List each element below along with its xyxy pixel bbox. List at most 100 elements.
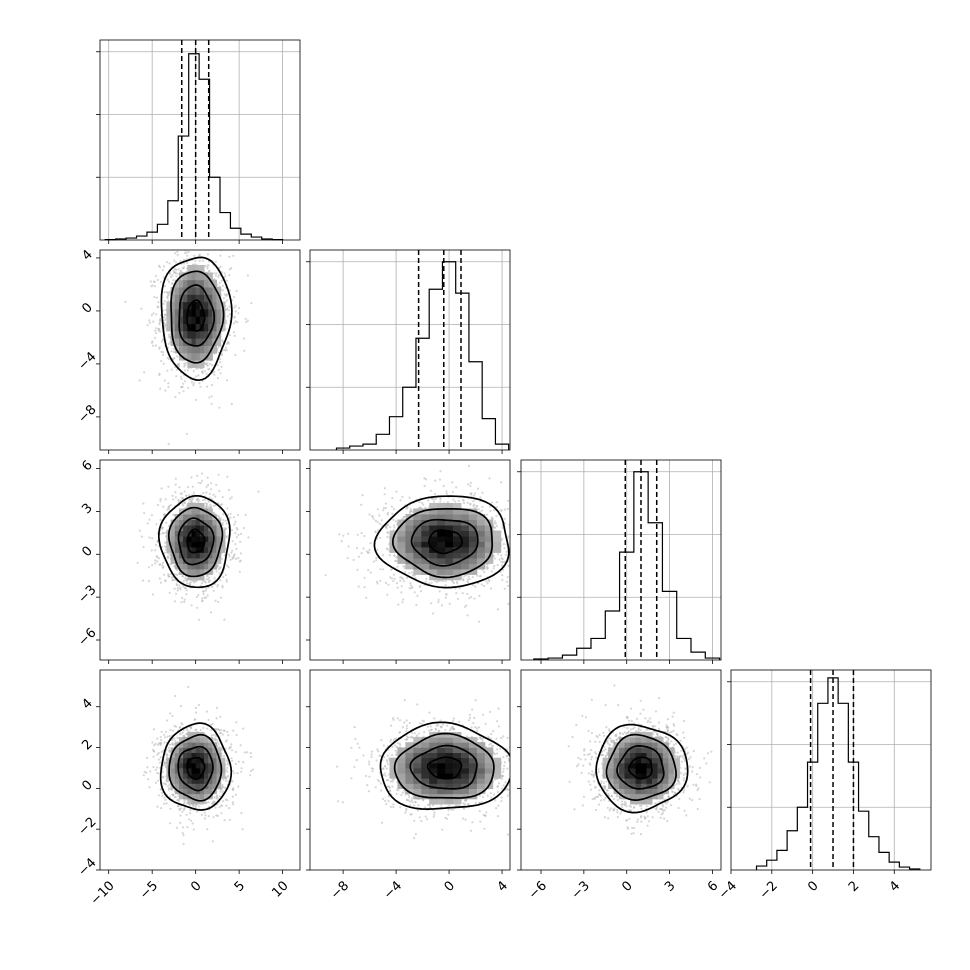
scatter-point <box>204 498 207 501</box>
scatter-point <box>136 561 139 564</box>
scatter-point <box>185 593 188 596</box>
scatter-point <box>245 320 248 324</box>
scatter-point <box>257 490 260 493</box>
scatter-point <box>469 481 472 484</box>
hist2d-cell <box>204 316 209 324</box>
scatter-point <box>226 536 229 539</box>
scatter-point <box>188 582 191 585</box>
hist2d-cell <box>195 508 201 515</box>
hist2d-cell <box>174 541 180 548</box>
hist2d-cell <box>195 272 201 281</box>
scatter-point <box>515 506 517 508</box>
hist2d-cell <box>199 352 205 361</box>
scatter-point <box>212 493 215 496</box>
scatter-point <box>422 503 425 506</box>
scatter-point <box>194 398 197 401</box>
scatter-point <box>163 285 166 288</box>
scatter-point <box>347 532 350 536</box>
hist2d-cell <box>195 503 201 509</box>
scatter-point <box>196 474 199 477</box>
scatter-point <box>219 254 222 257</box>
hist2d-cell <box>212 557 217 564</box>
scatter-point <box>365 550 368 553</box>
scatter-point <box>227 566 230 569</box>
scatter-point <box>489 587 493 590</box>
scatter-point <box>356 533 359 536</box>
scatter-point <box>457 499 460 502</box>
hist2d-cell <box>204 519 209 526</box>
scatter-point <box>217 274 220 277</box>
scatter-point <box>184 587 187 590</box>
scatter-point <box>181 267 184 270</box>
density-0-1-hist2d <box>166 265 226 368</box>
scatter-point <box>168 262 171 265</box>
scatter-point <box>176 272 179 275</box>
scatter-point <box>230 496 233 499</box>
scatter-point <box>472 584 475 587</box>
scatter-point <box>151 537 154 540</box>
hist2d-cell <box>183 535 188 542</box>
hist2d-cell <box>191 519 197 526</box>
scatter-point <box>163 316 166 319</box>
hist2d-cell <box>212 535 217 542</box>
hist2d-cell <box>191 352 197 361</box>
scatter-point <box>506 576 509 579</box>
hist2d-cell <box>191 345 197 354</box>
scatter-point <box>216 585 219 588</box>
scatter-point <box>142 502 145 505</box>
scatter-point <box>217 514 220 518</box>
scatter-point <box>182 390 185 393</box>
density-panel-1-2 <box>309 459 528 661</box>
hist2d-cell <box>170 301 176 310</box>
hist2d-cell <box>195 535 201 542</box>
scatter-point <box>445 492 448 495</box>
scatter-point <box>185 432 188 435</box>
scatter-point <box>482 584 486 588</box>
hist2d-cell <box>183 508 188 515</box>
scatter-point <box>222 297 225 300</box>
scatter-point <box>217 345 220 348</box>
scatter-point <box>240 532 243 536</box>
scatter-point <box>526 535 528 537</box>
hist2d-cell <box>208 552 213 559</box>
scatter-point <box>208 396 211 399</box>
scatter-point <box>222 349 225 352</box>
scatter-point <box>514 557 516 559</box>
hist2d-cell <box>191 330 197 339</box>
hist2d-cell <box>183 352 188 361</box>
scatter-point <box>396 586 399 589</box>
scatter-point <box>218 244 220 246</box>
scatter-point <box>155 331 158 335</box>
scatter-point <box>219 265 222 268</box>
scatter-point <box>201 590 205 593</box>
scatter-point <box>191 485 194 488</box>
scatter-point <box>218 516 221 519</box>
hist2d-cell <box>170 316 176 324</box>
scatter-point <box>159 498 162 501</box>
scatter-point <box>175 583 178 586</box>
hist2d-cell <box>187 541 192 548</box>
scatter-point <box>207 264 210 267</box>
scatter-point <box>187 250 190 253</box>
scatter-point <box>201 597 204 600</box>
scatter-point <box>467 464 471 467</box>
scatter-point <box>409 511 412 515</box>
hist2d-cell <box>199 541 205 548</box>
hist2d-cell <box>195 557 201 564</box>
hist2d-cell <box>174 525 180 531</box>
hist2d-cell <box>216 525 222 531</box>
hist2d-cell <box>208 323 213 332</box>
scatter-point <box>173 259 176 262</box>
scatter-point <box>230 402 233 406</box>
scatter-point <box>230 551 233 554</box>
scatter-point <box>167 507 170 511</box>
scatter-point <box>414 576 417 580</box>
scatter-point <box>376 521 379 524</box>
scatter-point <box>172 357 175 360</box>
hist2d-cell <box>216 552 222 559</box>
scatter-point <box>176 253 179 256</box>
hist2d-cell <box>174 301 180 310</box>
scatter-point <box>468 597 471 600</box>
scatter-point <box>374 530 377 533</box>
scatter-point <box>455 580 459 583</box>
